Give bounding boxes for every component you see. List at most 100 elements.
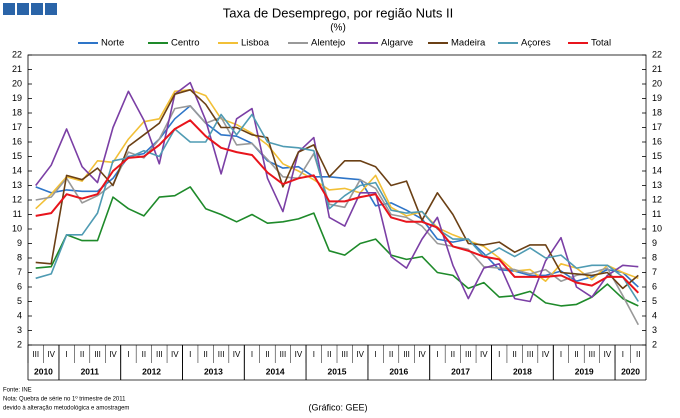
x-tick-label: III [465, 350, 472, 359]
y-tick-label: 11 [13, 209, 22, 219]
year-label: 2016 [389, 366, 408, 376]
x-tick-label: I [313, 350, 315, 359]
y-tick-label: 15 [12, 151, 22, 161]
legend-label: Centro [171, 38, 200, 49]
year-label: 2010 [34, 366, 53, 376]
x-tick-label: II [142, 350, 146, 359]
y-tick-label: 19 [12, 93, 22, 103]
x-tick-label: II [636, 350, 640, 359]
chart-title: Taxa de Desemprego, por região Nuts II [223, 5, 454, 20]
y-tick-label-right: 11 [652, 209, 661, 219]
credit: (Gráfico: GEE) [308, 402, 367, 412]
y-tick-label: 12 [12, 194, 22, 204]
x-tick-label: IV [356, 350, 364, 359]
x-tick-label: IV [418, 350, 426, 359]
series-line [35, 186, 639, 307]
legend-label: Lisboa [241, 38, 270, 49]
x-tick-label: III [94, 350, 101, 359]
x-tick-label: II [203, 350, 207, 359]
y-tick-label: 10 [12, 223, 22, 233]
y-tick-label: 13 [12, 180, 22, 190]
x-tick-label: IV [171, 350, 179, 359]
y-tick-label: 5 [17, 296, 22, 306]
y-tick-label: 14 [12, 165, 22, 175]
y-tick-label-right: 12 [652, 194, 662, 204]
note: devido à alteração metodológica e amostr… [3, 406, 129, 412]
year-label: 2014 [266, 366, 285, 376]
note: Nota: Quebra de série no 1º trimestre de… [3, 396, 126, 403]
year-label: 2019 [575, 366, 594, 376]
x-tick-label: IV [109, 350, 117, 359]
x-tick-label: III [403, 350, 410, 359]
x-tick-label: II [451, 350, 455, 359]
year-label: 2015 [328, 366, 347, 376]
x-tick-label: II [80, 350, 84, 359]
series-line [35, 105, 640, 326]
year-label: 2018 [513, 366, 532, 376]
logo [3, 3, 57, 15]
x-tick-label: IV [47, 350, 55, 359]
legend-label: Alentejo [311, 38, 345, 49]
y-tick-label: 18 [12, 107, 22, 117]
y-tick-label: 2 [17, 339, 22, 349]
y-tick-label-right: 15 [652, 151, 662, 161]
y-tick-label-right: 20 [652, 78, 662, 88]
x-tick-label: III [589, 350, 596, 359]
series-line [35, 81, 639, 303]
y-tick-label: 22 [12, 49, 22, 59]
y-tick-label-right: 19 [652, 93, 662, 103]
x-tick-label: II [574, 350, 578, 359]
year-label: 2011 [81, 366, 100, 376]
y-tick-label: 4 [17, 310, 22, 320]
y-tick-label: 9 [17, 238, 22, 248]
x-tick-label: II [512, 350, 516, 359]
x-tick-label: IV [480, 350, 488, 359]
y-tick-label-right: 16 [652, 136, 662, 146]
x-tick-label: II [327, 350, 331, 359]
x-tick-label: I [436, 350, 438, 359]
y-tick-label-right: 13 [652, 180, 662, 190]
y-tick-label-right: 21 [652, 64, 662, 74]
y-tick-label: 3 [17, 325, 22, 335]
legend-label: Açores [521, 38, 551, 49]
y-tick-label: 21 [12, 64, 22, 74]
note: Fonte: INE [3, 388, 32, 394]
legend-label: Norte [101, 38, 124, 49]
y-tick-label-right: 8 [652, 252, 657, 262]
y-tick-label: 17 [12, 122, 22, 132]
legend-label: Madeira [451, 38, 486, 49]
y-tick-label-right: 2 [652, 339, 657, 349]
y-tick-label-right: 9 [652, 238, 657, 248]
y-tick-label: 20 [12, 78, 22, 88]
y-tick-label-right: 7 [652, 267, 657, 277]
x-tick-label: III [156, 350, 163, 359]
x-tick-label: III [280, 350, 287, 359]
y-tick-label-right: 17 [652, 122, 662, 132]
x-tick-label: IV [604, 350, 612, 359]
y-tick-label-right: 3 [652, 325, 657, 335]
x-tick-label: I [560, 350, 562, 359]
year-label: 2017 [451, 366, 470, 376]
x-tick-label: I [251, 350, 253, 359]
x-tick-label: III [32, 350, 39, 359]
legend-label: Total [591, 38, 611, 49]
y-tick-label: 16 [12, 136, 22, 146]
legend-label: Algarve [381, 38, 413, 49]
year-label: 2020 [621, 366, 640, 376]
x-tick-label: III [527, 350, 534, 359]
y-tick-label-right: 10 [652, 223, 662, 233]
y-tick-label-right: 14 [652, 165, 662, 175]
x-tick-label: I [127, 350, 129, 359]
y-tick-label-right: 6 [652, 281, 657, 291]
x-tick-label: IV [295, 350, 303, 359]
y-tick-label-right: 5 [652, 296, 657, 306]
year-label: 2013 [204, 366, 223, 376]
y-tick-label: 7 [17, 267, 22, 277]
series-line [35, 119, 640, 294]
x-tick-label: I [375, 350, 377, 359]
y-tick-label-right: 18 [652, 107, 662, 117]
x-tick-label: I [622, 350, 624, 359]
y-tick-label: 6 [17, 281, 22, 291]
series-line [35, 89, 639, 290]
y-tick-label-right: 22 [652, 49, 662, 59]
